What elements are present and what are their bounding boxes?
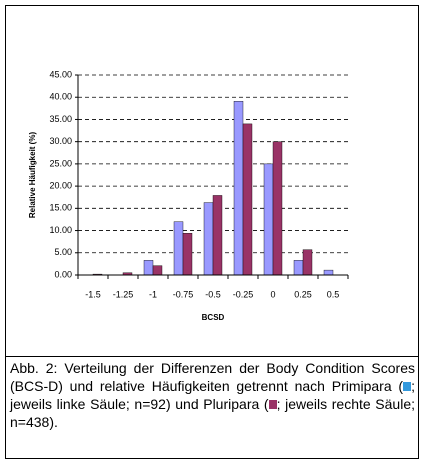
x-tick-label: -0.75 [173,289,194,299]
x-tick-label: -1.25 [113,289,134,299]
x-tick-label: -0.5 [205,289,221,299]
bar [203,202,214,276]
x-axis-label: BCSD [202,313,225,322]
y-tick-label: 45.00 [49,69,72,79]
x-tick-label: 0.5 [327,289,340,299]
bar [293,260,304,276]
caption-text: Abb. 2: Verteilung der Differenzen der B… [10,360,415,394]
legend-swatch [268,400,277,409]
bar [173,221,184,276]
x-tick-label: -1.5 [85,289,101,299]
frame [5,5,419,459]
bar [233,101,244,276]
y-tick-label: 25.00 [49,158,72,168]
bar [152,265,163,276]
y-tick-label: 40.00 [49,92,72,102]
bar [242,123,253,276]
x-tick-label: 0.25 [294,289,312,299]
x-tick-label: -1 [149,289,157,299]
bar [212,195,223,276]
bar [263,163,274,276]
bar [182,233,193,276]
y-tick-label: 10.00 [49,225,72,235]
y-axis-label: Relative Häufigkeit (%) [28,132,37,219]
y-tick-label: 0.00 [54,269,72,279]
bar [143,260,154,276]
bar [272,141,283,276]
y-tick-label: 30.00 [49,136,72,146]
legend-swatch [403,382,412,391]
x-tick-label: -0.25 [233,289,254,299]
bar [323,269,334,276]
y-tick-label: 20.00 [49,180,72,190]
x-tick-label: 0 [270,289,275,299]
caption-text: ; jeweils linke Säule; n=92) und Pluripa… [10,378,415,412]
caption: Abb. 2: Verteilung der Differenzen der B… [6,356,419,431]
bar [302,249,313,276]
y-tick-label: 5.00 [54,247,72,257]
caption-text: ; jeweils rechte Säule; n=438). [10,396,415,430]
y-tick-label: 35.00 [49,114,72,124]
y-tick-label: 15.00 [49,203,72,213]
chart: Relative Häufigkeit (%) BCSD 0.00 5.00 10.… [28,69,349,322]
